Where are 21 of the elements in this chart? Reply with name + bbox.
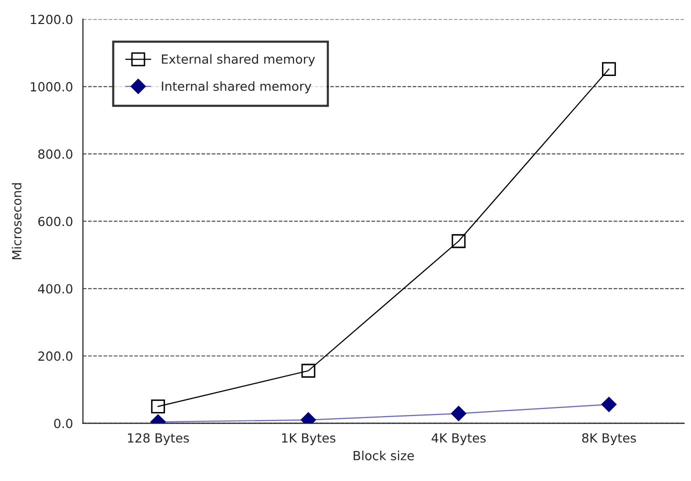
- y-tick-label: 800.0: [38, 149, 72, 159]
- y-tick-label: 400.0: [38, 284, 72, 294]
- y-tick-label: 1200.0: [30, 14, 72, 24]
- legend-label: External shared memory: [162, 54, 315, 66]
- x-axis-title: Block size: [354, 450, 414, 460]
- point: [601, 396, 617, 412]
- point: [151, 400, 166, 414]
- x-tick-label: 8K Bytes: [582, 433, 636, 446]
- point: [451, 406, 466, 422]
- x-tick-label: 128 Bytes: [128, 433, 189, 446]
- x-tick-label: 4K Bytes: [432, 433, 486, 446]
- point: [602, 62, 616, 76]
- y-tick-label: 600.0: [38, 216, 72, 226]
- point: [301, 364, 316, 378]
- y-tick-label: 200.0: [38, 351, 72, 361]
- y-tick-label: 0.0: [54, 418, 72, 428]
- y-axis-title: Microsecond: [12, 183, 22, 260]
- legend-label: Internal shared memory: [162, 81, 312, 94]
- y-tick-label: 1000.0: [30, 82, 72, 92]
- point: [452, 234, 466, 248]
- x-tick-label: 1K Bytes: [282, 433, 336, 446]
